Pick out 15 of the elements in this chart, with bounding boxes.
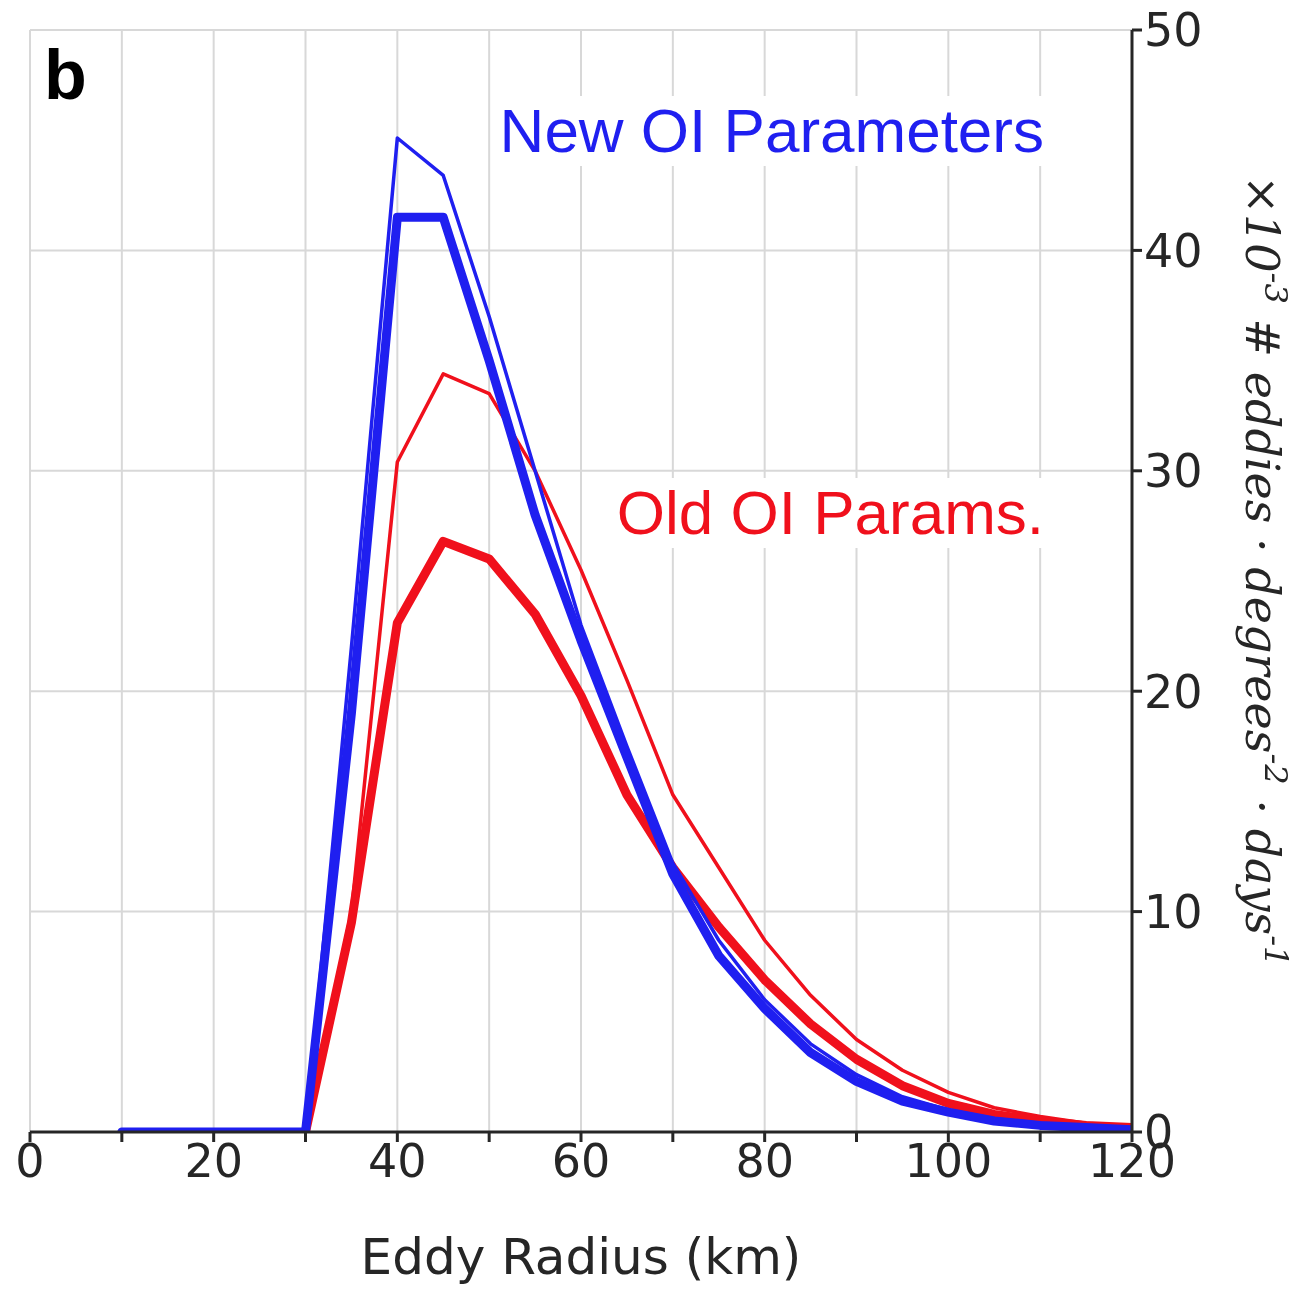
x-tick-label: 60 bbox=[551, 1133, 611, 1188]
x-tick-label: 0 bbox=[15, 1133, 45, 1188]
series-label: New OI Parameters bbox=[499, 96, 1044, 166]
y-tick-label: 30 bbox=[1144, 444, 1203, 499]
x-tick-label: 20 bbox=[184, 1133, 243, 1188]
y-tick-label: 50 bbox=[1144, 3, 1203, 58]
series-label: Old OI Params. bbox=[616, 478, 1044, 548]
x-axis-title: Eddy Radius (km) bbox=[360, 1228, 802, 1286]
x-tick-label: 40 bbox=[368, 1133, 427, 1188]
x-tick-label: 80 bbox=[735, 1133, 794, 1188]
y-tick-label: 40 bbox=[1144, 223, 1203, 278]
annotation: b bbox=[44, 36, 87, 114]
y-tick-label: 20 bbox=[1144, 664, 1203, 719]
y-tick-label: 10 bbox=[1144, 884, 1203, 939]
x-tick-label: 100 bbox=[904, 1133, 993, 1188]
